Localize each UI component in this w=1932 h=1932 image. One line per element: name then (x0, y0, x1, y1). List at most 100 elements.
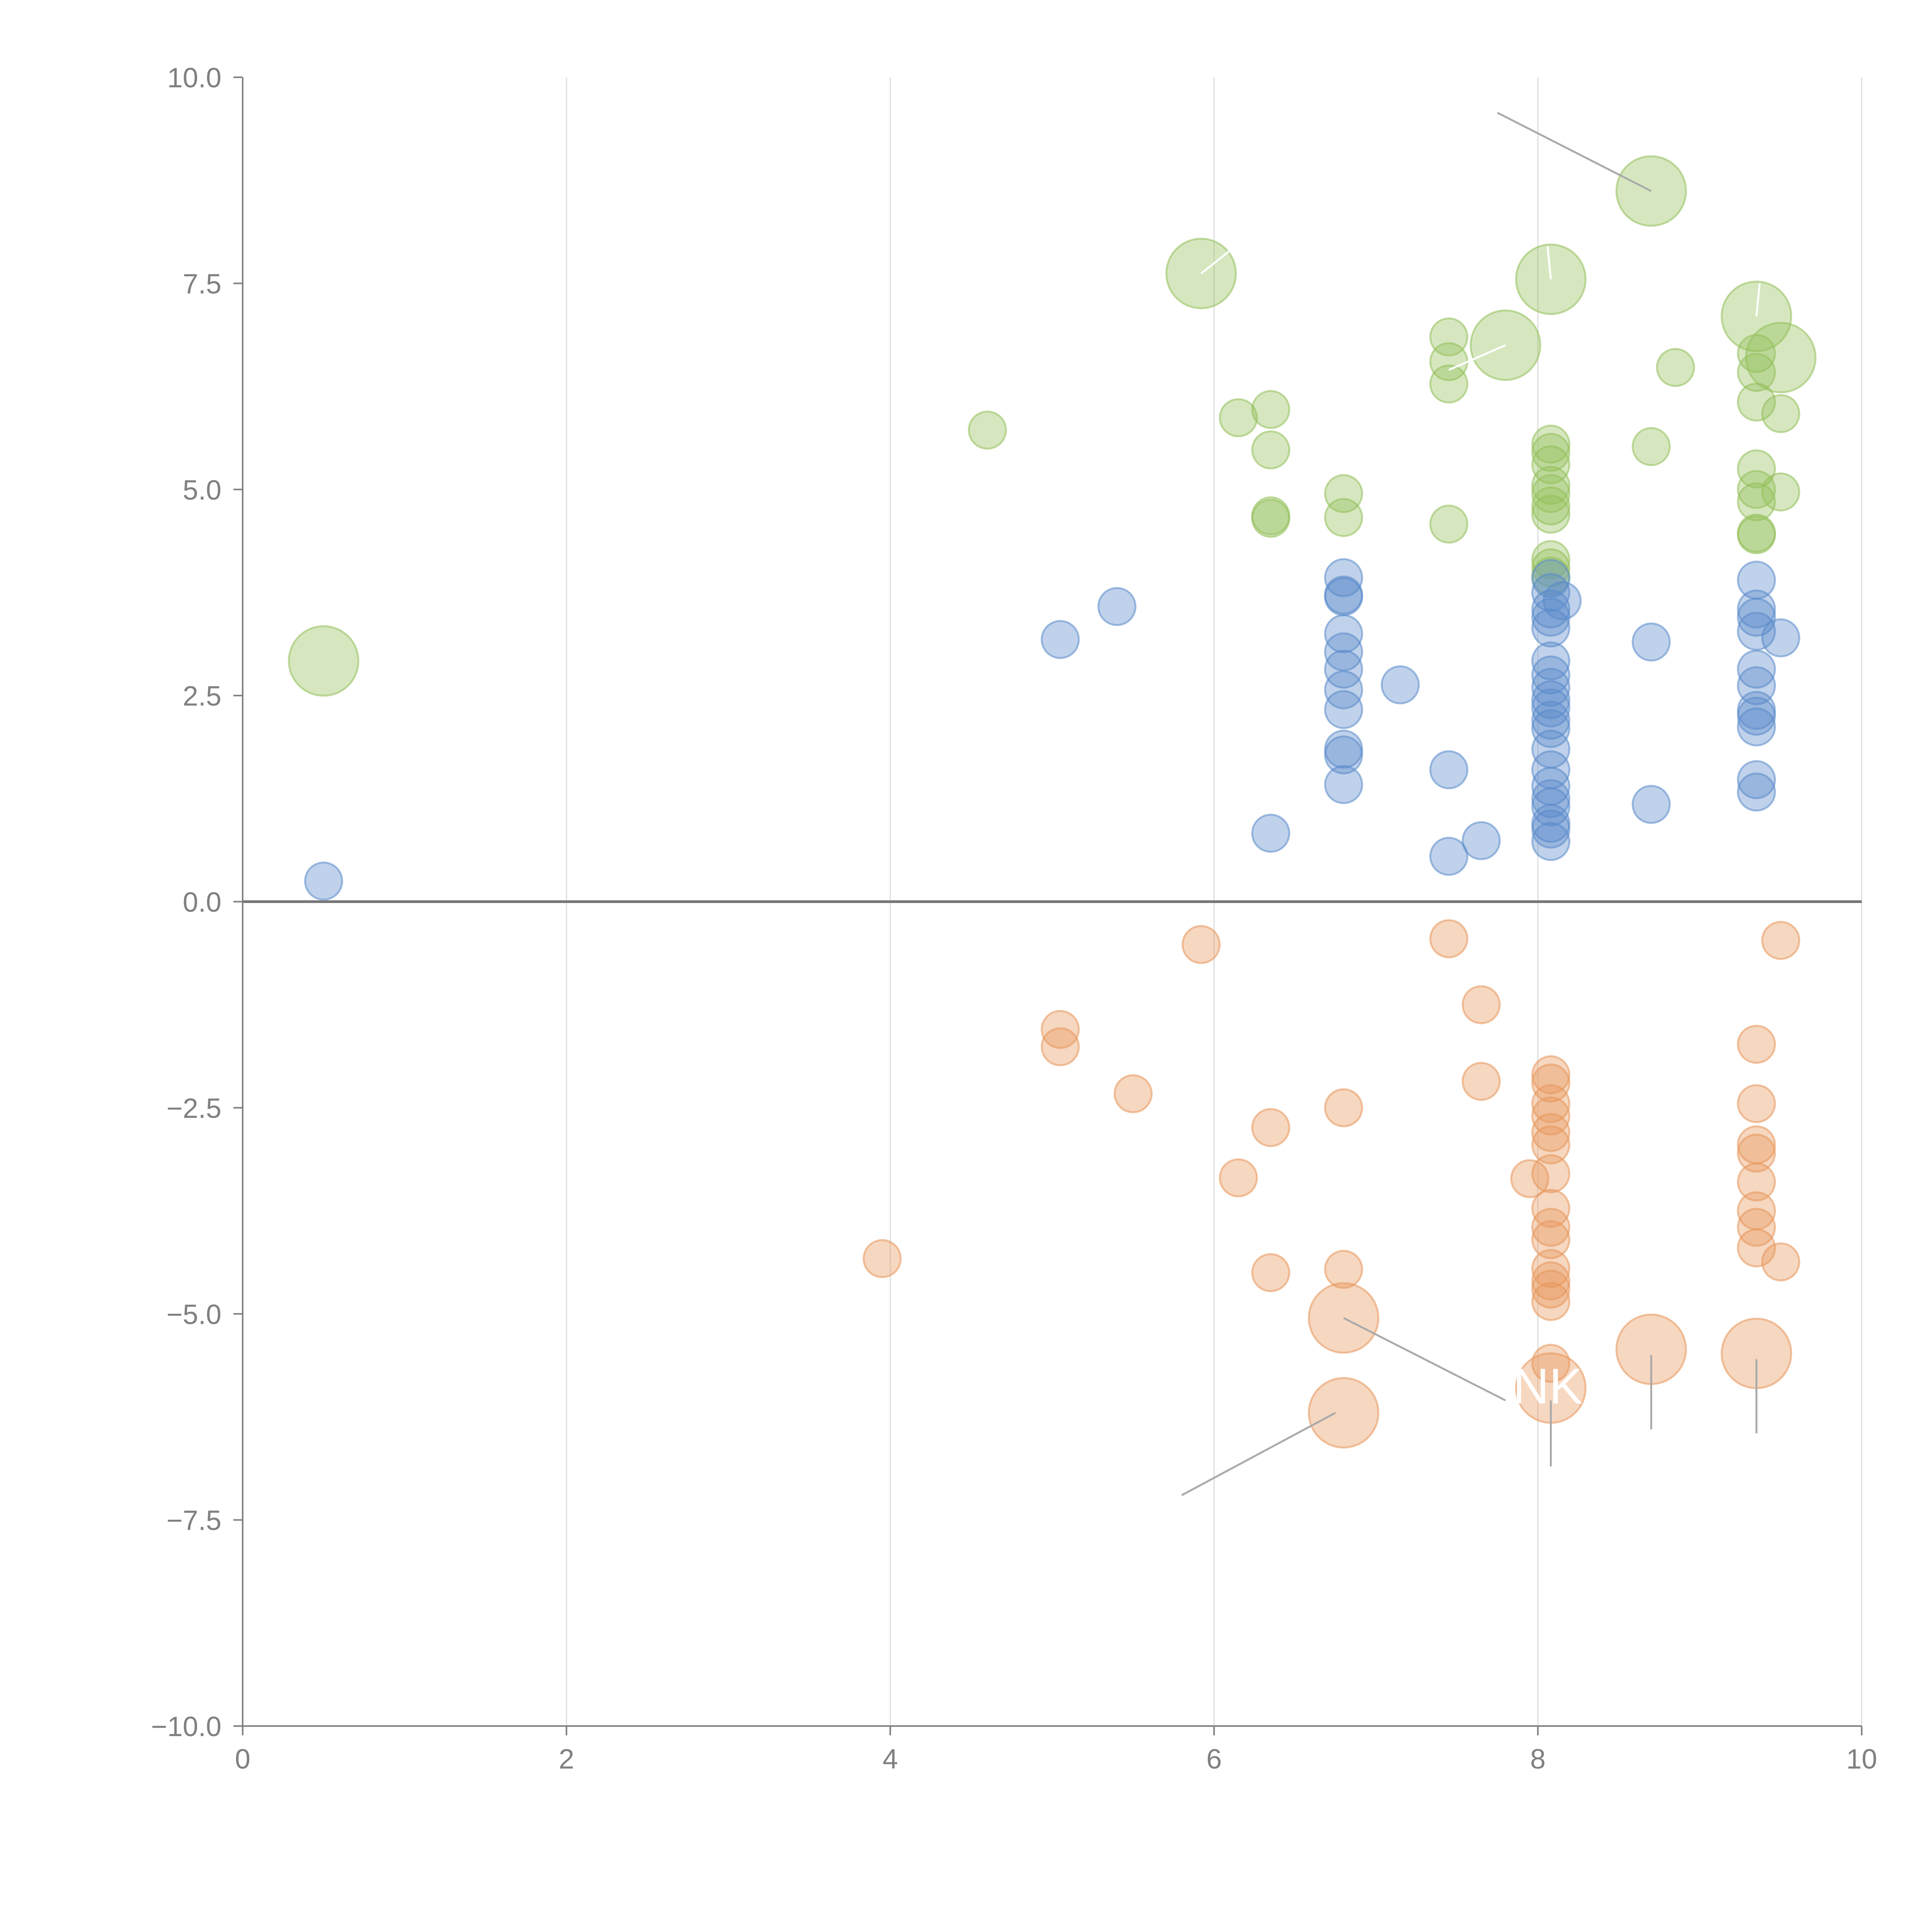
blue-point (1737, 772, 1776, 812)
y-tick-label: −2.5 (167, 1093, 221, 1124)
y-tick-label: 7.5 (183, 269, 221, 299)
orange-point (1041, 1027, 1080, 1066)
x-tick-label: 6 (1206, 1744, 1222, 1775)
green-point (1251, 496, 1291, 536)
orange-point (1041, 1010, 1080, 1049)
orange-point (1737, 1084, 1776, 1123)
orange-point (1531, 1154, 1571, 1194)
orange-point (1461, 1062, 1501, 1101)
green-point (968, 410, 1007, 450)
green-point (1761, 472, 1800, 512)
blue-point (1097, 587, 1137, 626)
blue-point (1324, 765, 1363, 804)
orange-point (1531, 1125, 1571, 1165)
blue-point (1429, 837, 1469, 876)
blue-point (1324, 670, 1363, 709)
blue-point (304, 861, 343, 901)
y-tick-label: −5.0 (167, 1299, 221, 1330)
green-point (1631, 427, 1671, 466)
orange-point (1114, 1074, 1153, 1114)
orange-point (1737, 1208, 1776, 1247)
x-tick-label: 8 (1530, 1744, 1546, 1775)
green-point (1324, 498, 1363, 537)
x-tick-label: 0 (235, 1744, 250, 1775)
green-point (1429, 504, 1469, 544)
orange-point (1531, 1113, 1571, 1152)
orange-point (1251, 1253, 1291, 1293)
orange-point (1737, 1228, 1776, 1268)
orange-point (1251, 1108, 1291, 1147)
green-point (1531, 474, 1571, 513)
green-point (1531, 433, 1571, 472)
blue-point (1761, 618, 1800, 658)
orange-point (1324, 1088, 1363, 1128)
y-tick-label: 10.0 (167, 63, 221, 94)
blue-point (1324, 650, 1363, 689)
green-point (1531, 466, 1571, 505)
green-point (1656, 348, 1695, 387)
blue-point (1429, 750, 1469, 789)
leader-line (1755, 283, 1761, 316)
green-point (1737, 449, 1776, 488)
blue-point (1531, 822, 1571, 861)
blue-point (1531, 787, 1571, 827)
orange-point (1531, 1208, 1571, 1247)
leader-line (1546, 246, 1552, 279)
y-tick-label: −7.5 (167, 1505, 221, 1536)
leader-line (1497, 112, 1652, 192)
blue-point (1461, 821, 1501, 861)
green-point (1324, 474, 1363, 513)
blue-point (1531, 559, 1571, 598)
orange-point (1531, 1055, 1571, 1095)
orange-point (1531, 1261, 1571, 1301)
orange-point (1531, 1084, 1571, 1123)
green-point (1531, 495, 1571, 534)
blue-point (1324, 735, 1363, 775)
green-point (1761, 394, 1800, 433)
blue-point (1531, 810, 1571, 849)
blue-point (1251, 813, 1291, 853)
blue-point (1041, 620, 1080, 659)
orange-point (1531, 1269, 1571, 1309)
blue-point (1737, 707, 1776, 747)
orange-point (1324, 1250, 1363, 1289)
orange-point (1531, 1282, 1571, 1321)
annotations: NKI (1513, 1358, 1597, 1414)
x-tick-label: 2 (559, 1744, 574, 1775)
annotation-leader-lines (1181, 112, 1761, 1496)
leader-line (1448, 344, 1506, 371)
green-point (1531, 424, 1571, 464)
orange-point (1737, 1162, 1776, 1202)
orange-point (1308, 1377, 1379, 1449)
green-point (1745, 321, 1816, 393)
blue-point (1324, 577, 1363, 616)
blue-point (1737, 589, 1776, 629)
blue-point (1531, 709, 1571, 748)
orange-point (1531, 1096, 1571, 1136)
orange-point (1531, 1220, 1571, 1259)
orange-point (1181, 925, 1221, 964)
green-point (1531, 445, 1571, 485)
x-tick-label: 4 (883, 1744, 898, 1775)
orange-point (1737, 1133, 1776, 1173)
annotation-label: NKI (1513, 1358, 1597, 1414)
blue-point (1737, 650, 1776, 689)
green-point (1251, 390, 1291, 429)
leader-line (1200, 250, 1231, 274)
y-tick-label: 0.0 (183, 887, 221, 918)
axes: −10.0 −7.5 −5.0 −2.5 0.0 2.5 5.0 7.5 10.0 0 2 4 6 8 10 (151, 63, 1877, 1775)
orange-point (1761, 1242, 1800, 1282)
green-point (1429, 364, 1469, 404)
blue-point (1737, 760, 1776, 799)
green-point (1737, 482, 1776, 522)
green-point (288, 625, 359, 697)
blue-point (1631, 622, 1671, 662)
blue-point (1531, 701, 1571, 740)
leader-line (1343, 1317, 1506, 1401)
orange-point (1461, 985, 1501, 1024)
green-point (1737, 515, 1776, 554)
x-tick-label: 10 (1846, 1744, 1877, 1775)
blue-point (1531, 688, 1571, 728)
orange-point (862, 1239, 902, 1278)
